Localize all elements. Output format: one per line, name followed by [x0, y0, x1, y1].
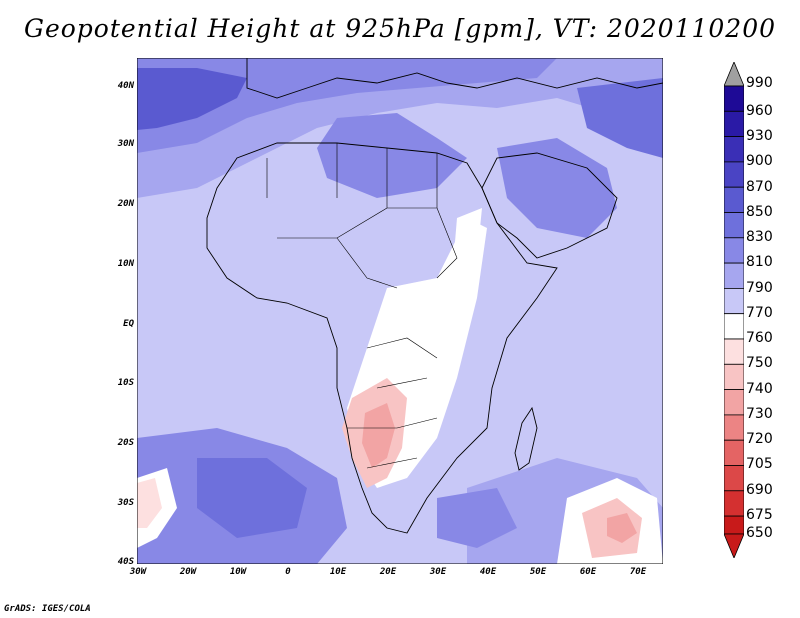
lat-label-eq: EQ: [123, 319, 134, 329]
contour-arabia: [497, 138, 617, 238]
lon-label-60e: 60E: [579, 567, 597, 577]
colorbar: [724, 62, 744, 558]
contour-sw-pink: [137, 478, 162, 528]
colorbar-swatch-760: [724, 313, 744, 340]
lat-label-40n: 40N: [117, 81, 134, 91]
lon-label-30w: 30W: [129, 567, 147, 577]
coastline-europe: [246, 58, 663, 99]
colorbar-swatch-below: [724, 533, 744, 558]
software-credit: GrADS: IGES/COLA: [4, 604, 91, 614]
lat-label-20n: 20N: [117, 199, 134, 209]
colorbar-label-960: 960: [746, 103, 773, 119]
lon-label-40e: 40E: [479, 567, 497, 577]
contour-indian-core: [437, 488, 517, 548]
colorbar-label-750: 750: [746, 355, 773, 371]
colorbar-label-850: 850: [746, 204, 773, 220]
lon-label-10w: 10W: [229, 567, 247, 577]
borders-north: [266, 143, 458, 289]
colorbar-label-830: 830: [746, 229, 773, 245]
lon-label-20e: 20E: [379, 567, 397, 577]
colorbar-label-790: 790: [746, 280, 773, 296]
contour-south-atlantic-core: [197, 458, 307, 538]
lon-label-10e: 10E: [329, 567, 347, 577]
lon-label-0: 0: [285, 567, 291, 577]
borders-south: [347, 337, 438, 469]
colorbar-label-870: 870: [746, 179, 773, 195]
colorbar-swatch-900: [724, 136, 744, 163]
coastline-arabia: [481, 152, 618, 259]
lat-label-10n: 10N: [117, 259, 134, 269]
contour-sahara: [317, 113, 467, 198]
colorbar-label-675: 675: [746, 507, 773, 523]
lon-label-50e: 50E: [529, 567, 547, 577]
colorbar-swatch-730: [724, 389, 744, 416]
colorbar-swatch-690: [724, 465, 744, 492]
lon-label-30e: 30E: [429, 567, 447, 577]
colorbar-swatch-810: [724, 237, 744, 264]
lon-label-20w: 20W: [179, 567, 197, 577]
colorbar-swatch-750: [724, 338, 744, 365]
colorbar-label-730: 730: [746, 406, 773, 422]
map-plot: [137, 58, 663, 564]
colorbar-swatch-705: [724, 439, 744, 466]
lat-label-10s: 10S: [117, 378, 134, 388]
lon-label-70e: 70E: [629, 567, 647, 577]
contour-kalahari-red: [362, 403, 395, 468]
colorbar-swatch-650: [724, 515, 744, 535]
colorbar-label-705: 705: [746, 456, 773, 472]
coastline-madagascar: [514, 406, 538, 471]
map-title: Geopotential Height at 925hPa [gpm], VT:…: [23, 14, 777, 43]
colorbar-swatch-720: [724, 414, 744, 441]
colorbar-swatch-770: [724, 287, 744, 315]
coastline-africa: [206, 142, 558, 534]
colorbar-swatch-850: [724, 186, 744, 213]
colorbar-swatch-830: [724, 212, 744, 239]
colorbar-label-900: 900: [746, 153, 773, 169]
colorbar-swatch-675: [724, 490, 744, 517]
colorbar-label-810: 810: [746, 254, 773, 270]
lat-label-30s: 30S: [117, 498, 134, 508]
lat-label-30n: 30N: [117, 139, 134, 149]
colorbar-label-770: 770: [746, 305, 773, 321]
colorbar-swatch-990: [724, 62, 744, 87]
colorbar-swatch-740: [724, 363, 744, 390]
colorbar-label-930: 930: [746, 128, 773, 144]
colorbar-swatch-960: [724, 85, 744, 112]
colorbar-label-650: 650: [746, 525, 773, 541]
colorbar-swatch-930: [724, 110, 744, 137]
contour-mideast-high: [577, 78, 663, 158]
colorbar-label-990: 990: [746, 75, 773, 91]
contour-highest-nw: [137, 68, 247, 130]
contour-se-red: [607, 513, 637, 543]
colorbar-label-720: 720: [746, 431, 773, 447]
lat-label-40s: 40S: [117, 557, 134, 567]
colorbar-label-690: 690: [746, 482, 773, 498]
colorbar-swatch-790: [724, 262, 744, 289]
colorbar-swatch-870: [724, 161, 744, 188]
contour-east-low: [452, 208, 482, 288]
colorbar-label-740: 740: [746, 381, 773, 397]
colorbar-label-760: 760: [746, 330, 773, 346]
lat-label-20s: 20S: [117, 438, 134, 448]
